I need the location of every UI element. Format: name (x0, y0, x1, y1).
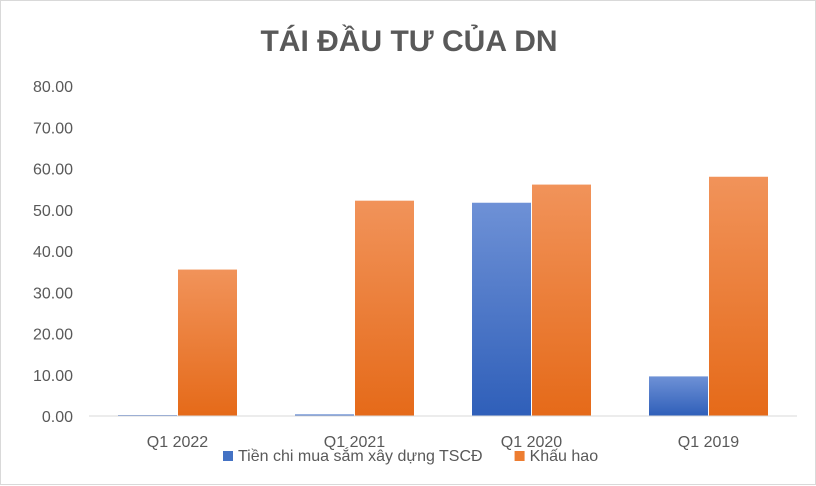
legend-swatch (514, 451, 525, 461)
legend-swatch (223, 451, 233, 461)
legend-label: Khấu hao (530, 448, 599, 465)
y-tick-label: 60.00 (33, 162, 73, 179)
y-tick-label: 40.00 (33, 244, 73, 261)
x-tick-label: Q1 2021 (324, 434, 385, 451)
y-tick-label: 50.00 (33, 203, 73, 220)
y-tick-label: 0.00 (42, 409, 73, 426)
y-tick-label: 70.00 (33, 120, 73, 137)
y-axis-ticks: 0.00 10.00 20.00 30.00 40.00 50.00 60.00 70.00 8… (33, 79, 73, 426)
chart-title: TÁI ĐẦU TƯ CỦA DN (260, 24, 557, 58)
y-tick-label: 80.00 (33, 79, 73, 96)
y-tick-label: 20.00 (33, 327, 73, 344)
x-tick-label: Q1 2020 (501, 434, 562, 451)
bar-khau-hao (709, 176, 768, 416)
x-tick-label: Q1 2022 (147, 434, 208, 451)
bar-khau-hao (178, 269, 237, 416)
bar-khau-hao (532, 184, 591, 416)
bar-tscd (472, 202, 531, 416)
bar-khau-hao (355, 200, 414, 416)
bars (118, 176, 768, 416)
y-tick-label: 30.00 (33, 285, 73, 302)
legend: Tiền chi mua sắm xây dựng TSCĐ Khấu hao (223, 446, 598, 465)
bar-tscd (649, 376, 708, 416)
x-tick-label: Q1 2019 (678, 434, 739, 451)
y-tick-label: 10.00 (33, 368, 73, 385)
bar-tscd (295, 414, 354, 416)
x-axis-ticks: Q1 2022 Q1 2021 Q1 2020 Q1 2019 (147, 434, 739, 451)
legend-label: Tiền chi mua sắm xây dựng TSCĐ (238, 446, 483, 465)
